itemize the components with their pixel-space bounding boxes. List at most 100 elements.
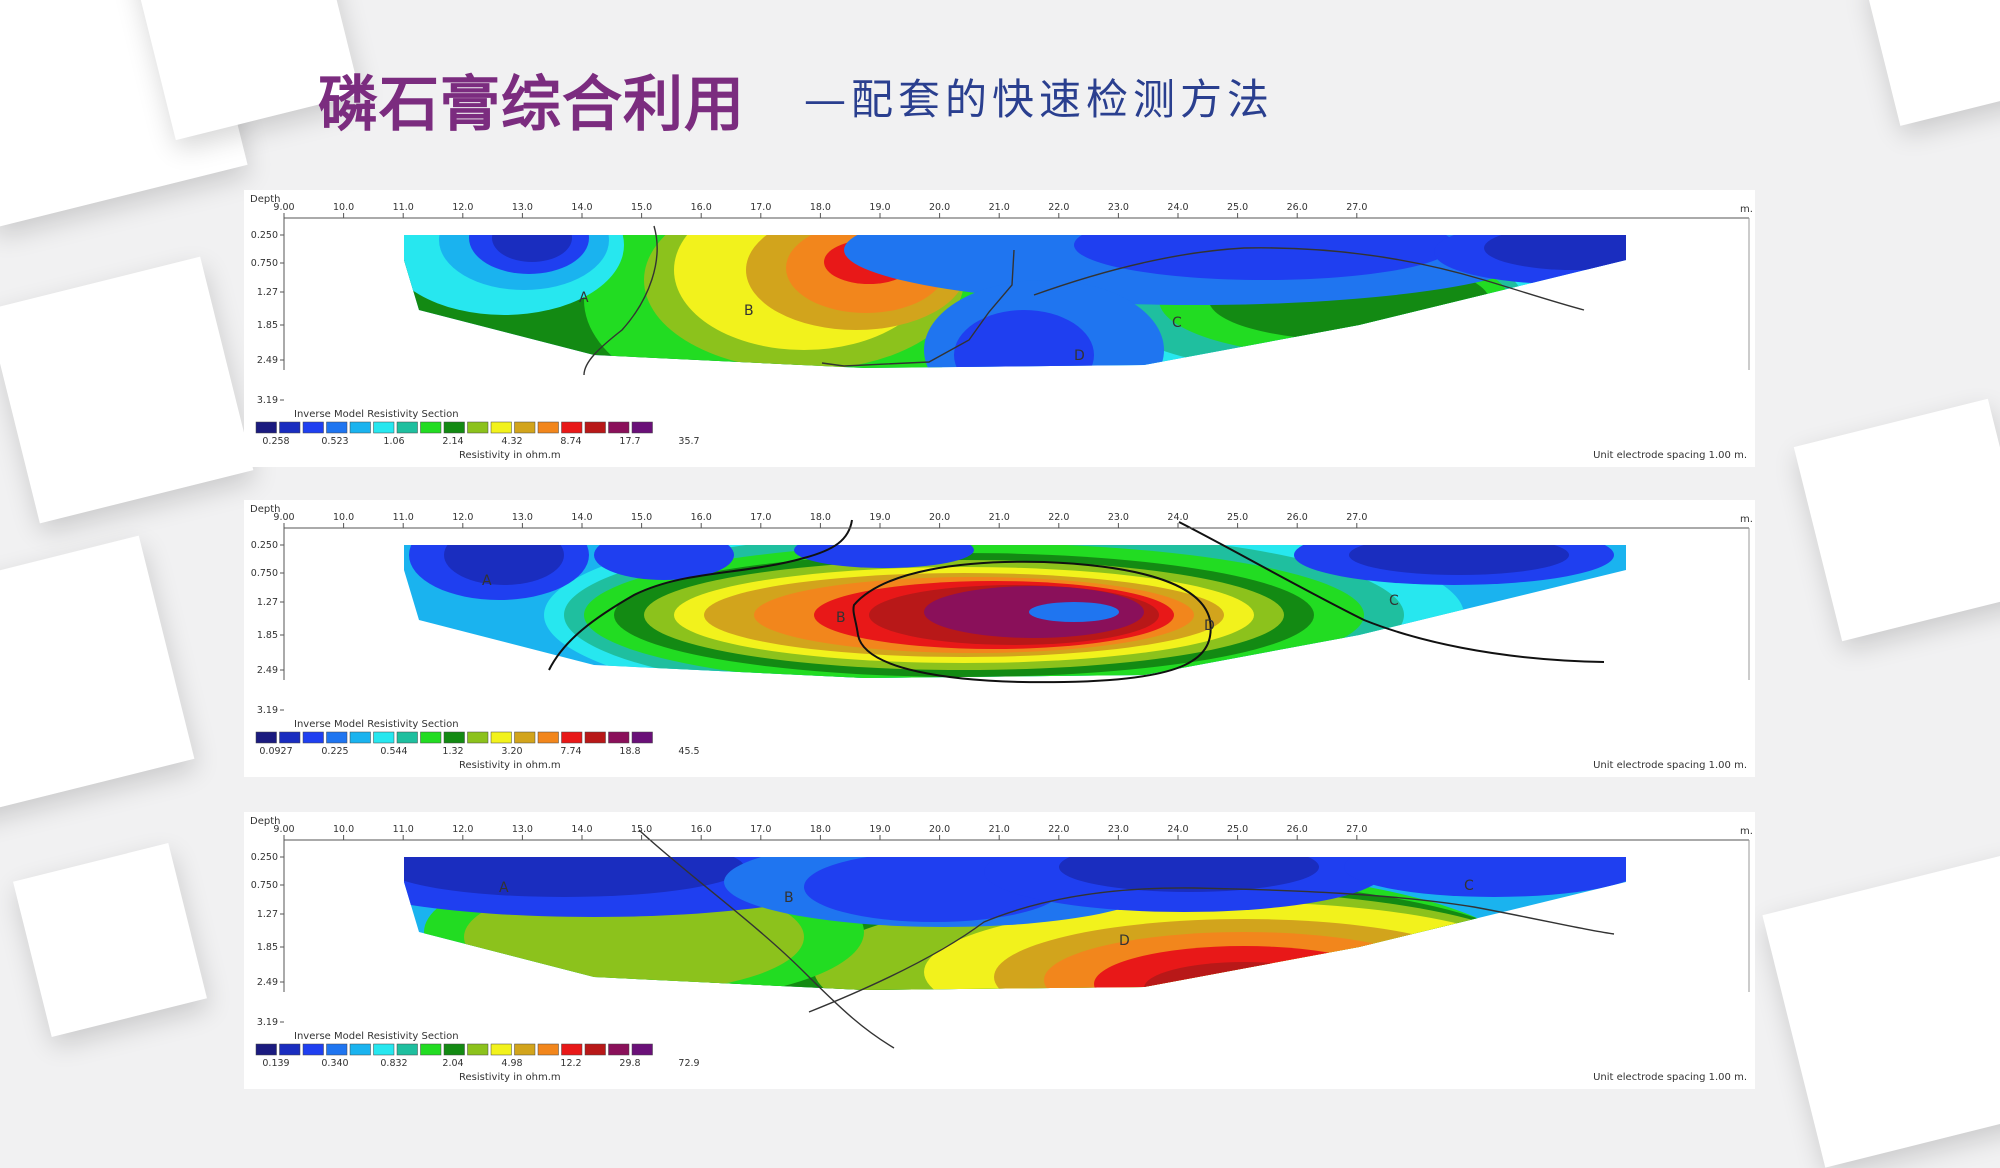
section-title: Inverse Model Resistivity Section: [294, 409, 459, 420]
x-tick-label: 22.0: [1048, 512, 1069, 523]
legend-swatch: [443, 1043, 465, 1056]
unit-label: m.: [1740, 514, 1753, 525]
contour-region: [1344, 857, 1626, 897]
legend-swatch: [490, 1043, 512, 1056]
x-tick-label: 16.0: [691, 202, 712, 213]
x-tick-label: 19.0: [869, 202, 890, 213]
anomaly-label-d: D: [1119, 933, 1130, 949]
x-tick-label: 16.0: [691, 512, 712, 523]
legend-value: 0.0927: [259, 746, 292, 757]
resistivity-panel-2: 9.00 10.0 11.0 12.0 13.0 14.0 15.0 16.0 17.0 18.0…: [244, 500, 1755, 777]
contour-region: [1184, 976, 1304, 990]
legend-swatch: [514, 1043, 536, 1056]
legend-swatch: [561, 731, 583, 744]
section-title: Inverse Model Resistivity Section: [294, 719, 459, 730]
contour-region: [1094, 946, 1394, 990]
x-tick-label: 11.0: [393, 512, 414, 523]
contour-region: [1484, 235, 1626, 270]
legend-value: 2.04: [442, 1058, 463, 1069]
legend-value: 35.7: [678, 436, 699, 447]
color-legend: 0.0927 0.225 0.544 1.32 3.20 7.74 18.8 45.5: [255, 731, 700, 757]
x-tick-label: 18.0: [810, 202, 831, 213]
x-tick-label: 26.0: [1287, 202, 1308, 213]
legend-value: 4.98: [501, 1058, 522, 1069]
x-tick-label: 23.0: [1108, 512, 1129, 523]
legend-swatch: [631, 1043, 653, 1056]
x-tick-label: 19.0: [869, 512, 890, 523]
legend-swatch: [420, 731, 442, 744]
contour-region: [1059, 857, 1319, 892]
x-tick-label: 12.0: [452, 202, 473, 213]
anomaly-label-b: B: [836, 610, 846, 626]
overlay-lines: [583, 225, 1585, 376]
x-tick-label: 15.0: [631, 512, 652, 523]
legend-value: 12.2: [560, 1058, 581, 1069]
depth-tick-label: 3.19: [257, 395, 278, 406]
depth-tick-label: 0.250: [251, 230, 278, 241]
legend-swatch: [349, 421, 371, 434]
x-tick-label: 10.0: [333, 824, 354, 835]
x-tick-label: 17.0: [750, 512, 771, 523]
legend-swatch: [326, 1043, 348, 1056]
legend-swatch: [373, 731, 395, 744]
section-title: Inverse Model Resistivity Section: [294, 1031, 459, 1042]
legend-value: 45.5: [678, 746, 699, 757]
x-tick-label: 24.0: [1167, 512, 1188, 523]
anomaly-label-b: B: [784, 890, 794, 906]
legend-swatch: [631, 421, 653, 434]
x-tick-label: 15.0: [631, 202, 652, 213]
legend-unit-label: Resistivity in ohm.m: [459, 760, 561, 771]
legend-swatch: [467, 421, 489, 434]
legend-value: 1.06: [383, 436, 404, 447]
legend-swatch: [443, 731, 465, 744]
resistivity-panel-3: 9.00 10.0 11.0 12.0 13.0 14.0 15.0 16.0 17.0 18.0…: [244, 812, 1755, 1089]
depth-tick-label: 1.27: [257, 287, 278, 298]
legend-value: 17.7: [619, 436, 640, 447]
axes: 9.00 10.0 11.0 12.0 13.0 14.0 15.0 16.0 17.0 18.0…: [251, 512, 1750, 716]
x-tick-label: 27.0: [1346, 512, 1367, 523]
legend-value: 0.258: [262, 436, 289, 447]
contour-region: [404, 857, 744, 897]
x-tick-label: 10.0: [333, 512, 354, 523]
legend-swatch: [561, 1043, 583, 1056]
legend-swatch: [302, 1043, 324, 1056]
legend-swatch: [326, 731, 348, 744]
legend-swatch: [608, 731, 630, 744]
spacing-note: Unit electrode spacing 1.00 m.: [1593, 450, 1747, 461]
x-tick-label: 22.0: [1048, 824, 1069, 835]
anomaly-label-c: C: [1389, 593, 1399, 609]
depth-label: Depth: [250, 194, 280, 205]
legend-swatch: [279, 1043, 301, 1056]
depth-label: Depth: [250, 816, 280, 827]
contour-region: [594, 545, 734, 580]
anomaly-label-a: A: [579, 290, 589, 306]
x-tick-label: 12.0: [452, 824, 473, 835]
legend-swatch: [255, 1043, 277, 1056]
depth-tick-label: 1.85: [257, 630, 278, 641]
legend-value: 0.832: [380, 1058, 407, 1069]
background-tile: [1864, 0, 2000, 126]
anomaly-label-a: A: [499, 880, 509, 896]
spacing-note: Unit electrode spacing 1.00 m.: [1593, 1072, 1747, 1083]
x-tick-label: 11.0: [393, 824, 414, 835]
x-tick-label: 21.0: [989, 512, 1010, 523]
color-legend: 0.258 0.523 1.06 2.14 4.32 8.74 17.7 35.7: [255, 421, 700, 447]
legend-swatch: [467, 731, 489, 744]
x-tick-label: 27.0: [1346, 824, 1367, 835]
x-tick-label: 14.0: [571, 512, 592, 523]
depth-tick-label: 1.27: [257, 909, 278, 920]
legend-swatch: [584, 731, 606, 744]
legend-swatch: [396, 731, 418, 744]
legend-swatch: [443, 421, 465, 434]
axes: 9.00 10.0 11.0 12.0 13.0 14.0 15.0 16.0 17.0 18.0…: [251, 824, 1750, 1028]
legend-swatch: [584, 421, 606, 434]
color-legend: 0.139 0.340 0.832 2.04 4.98 12.2 29.8 72.9: [255, 1043, 700, 1069]
anomaly-label-a: A: [482, 573, 492, 589]
x-tick-label: 17.0: [750, 824, 771, 835]
x-tick-label: 20.0: [929, 202, 950, 213]
background-tile: [13, 843, 207, 1037]
legend-swatch: [514, 421, 536, 434]
legend-swatch: [420, 1043, 442, 1056]
page-subtitle: —配套的快速检测方法: [804, 75, 1275, 124]
background-tile: [1762, 852, 2000, 1168]
